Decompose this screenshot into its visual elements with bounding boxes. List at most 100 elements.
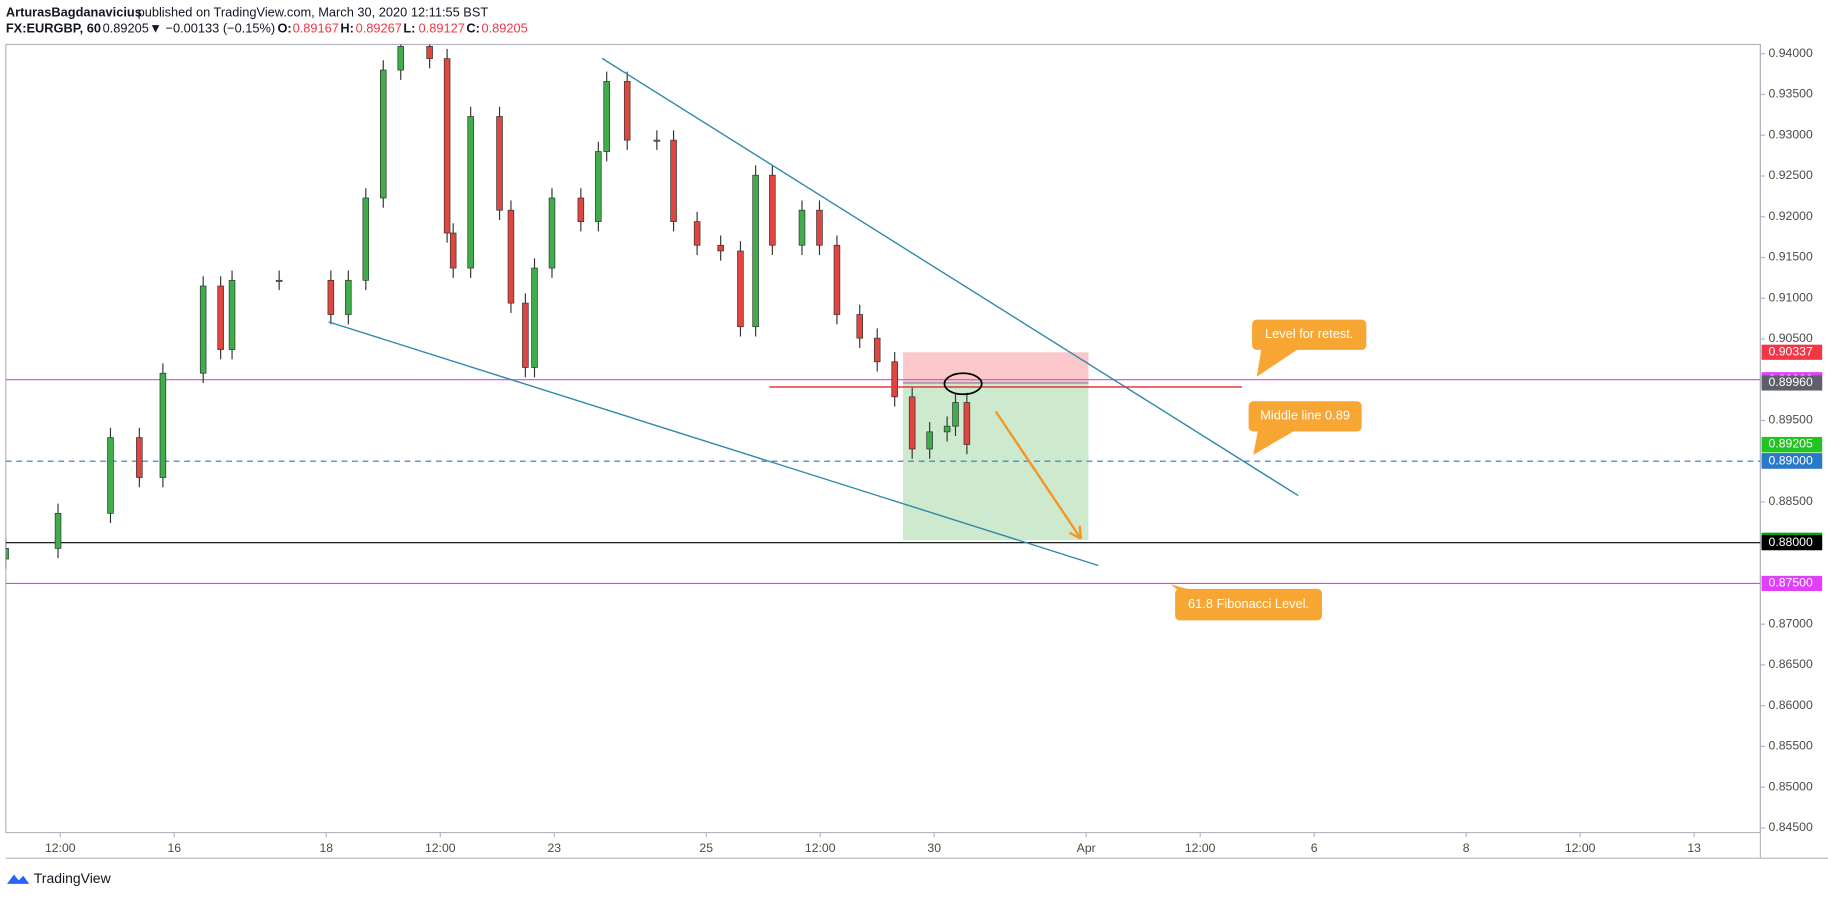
candle-body xyxy=(228,279,236,350)
price-label: 0.89205 xyxy=(1769,437,1813,451)
published: published on TradingView.com, March 30, … xyxy=(138,4,489,19)
brand-logo xyxy=(6,874,30,884)
candle-body xyxy=(891,361,898,398)
candle-body xyxy=(531,267,538,368)
x-tick-label: 6 xyxy=(1311,841,1318,855)
candle-body xyxy=(816,209,823,246)
arrow-head xyxy=(1078,525,1083,539)
last-price: 0.89205 xyxy=(103,21,149,36)
price-label-bg xyxy=(1761,436,1823,453)
candle-body xyxy=(54,513,62,549)
callout-pointer xyxy=(1253,430,1296,455)
y-tick-label: 0.91000 xyxy=(1769,290,1813,304)
callout-pointer xyxy=(1256,348,1299,377)
candle-body xyxy=(963,402,971,445)
candle-body xyxy=(397,46,405,71)
candle-body xyxy=(443,58,451,234)
x-tick-label: 23 xyxy=(547,841,561,855)
x-tick-label: 12:00 xyxy=(805,841,836,855)
price-label-bg xyxy=(1761,344,1823,360)
candle-body xyxy=(856,314,864,339)
candle-body xyxy=(752,174,759,328)
callout-text: Middle line 0.89 xyxy=(1260,408,1350,423)
y-tick-label: 0.90500 xyxy=(1769,331,1813,345)
y-tick-label: 0.84500 xyxy=(1769,820,1813,834)
candle-body xyxy=(952,402,959,427)
brand: TradingView xyxy=(34,870,112,886)
ohlc-value: 0.89267 xyxy=(356,21,402,36)
candle-body xyxy=(603,81,610,152)
ohlc-value: 0.89167 xyxy=(293,21,339,36)
candle-body xyxy=(426,46,433,59)
y-tick-label: 0.85000 xyxy=(1769,779,1813,793)
candle-body xyxy=(327,279,335,315)
candle-body xyxy=(908,396,916,450)
ohlc-value: 0.89205 xyxy=(481,21,527,36)
y-tick-label: 0.94000 xyxy=(1769,46,1813,60)
arrow-head xyxy=(1068,531,1082,540)
callout-text: 61.8 Fibonacci Level. xyxy=(1188,596,1309,611)
trendline xyxy=(601,57,1299,497)
price-label-bg xyxy=(1761,375,1823,391)
y-tick-label: 0.89500 xyxy=(1769,413,1813,427)
y-tick-label: 0.86500 xyxy=(1769,657,1813,671)
ohlc-key: O: xyxy=(277,21,291,36)
price-label: 0.87500 xyxy=(1769,576,1813,590)
candle-body xyxy=(943,425,951,433)
symbol: FX:EURGBP, 60 xyxy=(6,21,101,36)
candle-body xyxy=(159,372,167,478)
candle-body xyxy=(5,548,9,560)
candle-body xyxy=(833,244,841,315)
candle-body xyxy=(717,244,724,252)
candle-body xyxy=(926,431,933,450)
candle-body xyxy=(595,151,602,222)
x-tick-label: 8 xyxy=(1463,841,1470,855)
candle-body xyxy=(670,139,677,222)
callout xyxy=(1248,401,1362,432)
candle-body xyxy=(548,197,556,269)
x-tick-label: 12:00 xyxy=(425,841,456,855)
price-label: 0.89960 xyxy=(1769,375,1813,389)
arrow xyxy=(994,410,1082,540)
price-label: 0.89000 xyxy=(1769,453,1813,467)
ohlc-key: L: xyxy=(403,21,415,36)
y-tick-label: 0.92000 xyxy=(1769,209,1813,223)
candle-body xyxy=(496,116,503,211)
x-tick-label: 16 xyxy=(167,841,181,855)
x-tick-label: 12:00 xyxy=(1565,841,1596,855)
candle-body xyxy=(467,116,474,269)
plot xyxy=(5,44,1761,585)
y-tick-label: 0.85500 xyxy=(1769,739,1813,753)
candle-body xyxy=(449,232,457,269)
candle-body xyxy=(769,174,776,246)
ellipse xyxy=(943,372,983,396)
candle-body xyxy=(345,279,352,315)
candle-body xyxy=(653,139,661,142)
price-label: 0.90337 xyxy=(1769,344,1813,358)
ohlc-value: 0.89127 xyxy=(419,21,465,36)
y-tick-label: 0.88500 xyxy=(1769,494,1813,508)
candle-body xyxy=(577,197,585,222)
candle-body xyxy=(737,250,744,328)
author: ArturasBagdanavicius xyxy=(6,4,142,19)
x-tick-label: 18 xyxy=(319,841,333,855)
candle-body xyxy=(380,69,387,199)
candle-body xyxy=(693,221,701,246)
x-tick-label: 13 xyxy=(1687,841,1701,855)
trendline xyxy=(328,321,1099,567)
candle-body xyxy=(873,337,881,363)
y-tick-label: 0.86000 xyxy=(1769,698,1813,712)
candle-body xyxy=(362,197,370,281)
callout-text: Level for retest. xyxy=(1265,326,1353,341)
candle-body xyxy=(522,302,529,368)
y-tick-label: 0.92500 xyxy=(1769,168,1813,182)
candle-body xyxy=(507,209,515,304)
candle-body xyxy=(798,209,806,246)
y-tick-label: 0.93500 xyxy=(1769,87,1813,101)
x-tick-label: 12:00 xyxy=(1185,841,1216,855)
y-tick-label: 0.93000 xyxy=(1769,127,1813,141)
y-tick-label: 0.91500 xyxy=(1769,250,1813,264)
change: ▼ −0.00133 (−0.15%) xyxy=(149,21,275,36)
